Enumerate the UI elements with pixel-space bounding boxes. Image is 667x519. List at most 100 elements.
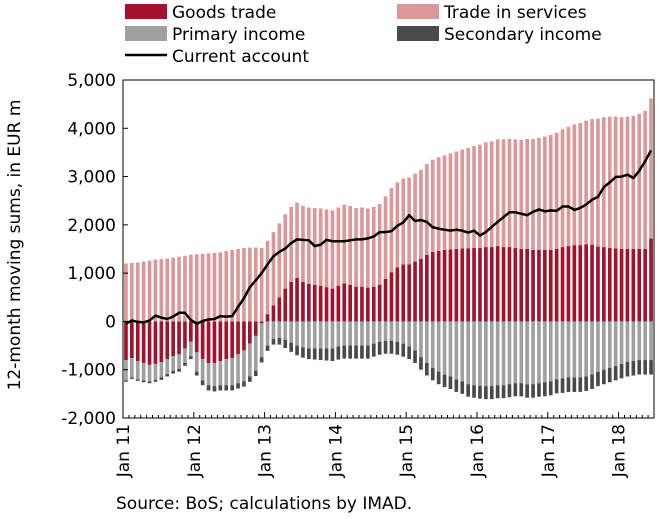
bar-goods-trade-65	[507, 247, 512, 322]
bar-secondary-income-16	[218, 385, 223, 391]
bar-goods-trade-72	[548, 249, 553, 322]
bar-goods-trade-67	[519, 249, 524, 322]
bar-secondary-income-47	[401, 343, 406, 357]
bar-goods-trade-52	[430, 251, 435, 322]
bar-primary-income-8	[171, 356, 175, 371]
bar-primary-income-31	[307, 321, 311, 349]
bar-primary-income-2	[135, 361, 140, 380]
legend-swatch-secondary-income	[397, 26, 439, 41]
legend-label-goods-trade: Goods trade	[172, 3, 276, 23]
bar-primary-income-64	[501, 321, 506, 386]
bar-goods-trade-51	[425, 254, 429, 322]
bar-trade-in-services-69	[531, 138, 535, 250]
bar-goods-trade-16	[218, 321, 223, 362]
bar-goods-trade-38	[348, 284, 352, 322]
bar-secondary-income-38	[348, 345, 352, 359]
bar-trade-in-services-64	[501, 139, 506, 248]
bar-trade-in-services-20	[242, 248, 246, 322]
bar-trade-in-services-8	[171, 257, 175, 322]
bar-primary-income-57	[460, 321, 465, 382]
bar-secondary-income-89	[649, 360, 653, 375]
bar-primary-income-77	[578, 321, 583, 378]
bar-secondary-income-24	[265, 345, 270, 351]
bar-secondary-income-32	[312, 348, 317, 360]
bar-primary-income-48	[407, 321, 411, 347]
bar-secondary-income-87	[637, 360, 642, 375]
bar-secondary-income-9	[177, 368, 181, 372]
bar-primary-income-17	[224, 359, 229, 386]
bar-secondary-income-7	[165, 374, 170, 377]
bar-secondary-income-11	[189, 356, 193, 360]
bar-secondary-income-36	[336, 346, 341, 360]
bar-trade-in-services-48	[407, 177, 411, 265]
bar-primary-income-79	[590, 321, 594, 375]
bar-primary-income-49	[413, 321, 417, 351]
bar-primary-income-67	[519, 321, 524, 384]
legend-swatch-trade-in-services	[397, 4, 439, 19]
legend-label-secondary-income: Secondary income	[444, 25, 602, 45]
bar-goods-trade-73	[554, 249, 559, 322]
bar-trade-in-services-41	[366, 208, 370, 288]
bar-trade-in-services-54	[442, 155, 447, 250]
bar-trade-in-services-42	[371, 206, 376, 287]
bar-goods-trade-57	[460, 248, 465, 322]
bar-secondary-income-88	[643, 360, 647, 375]
bar-secondary-income-76	[572, 377, 577, 392]
bar-secondary-income-58	[466, 384, 470, 397]
bar-primary-income-9	[177, 354, 181, 369]
bar-primary-income-14	[206, 362, 211, 386]
bar-trade-in-services-68	[525, 138, 529, 249]
bar-goods-trade-79	[590, 244, 594, 322]
bar-trade-in-services-40	[360, 207, 364, 287]
bar-trade-in-services-18	[230, 249, 234, 322]
x-tick-label: Jan 12	[185, 424, 205, 478]
bar-goods-trade-31	[307, 283, 311, 322]
bar-goods-trade-40	[360, 286, 364, 322]
legend-swatch-goods-trade	[125, 4, 167, 19]
bar-goods-trade-24	[265, 314, 270, 322]
bar-goods-trade-33	[318, 285, 323, 322]
bar-goods-trade-26	[277, 297, 282, 322]
bar-primary-income-27	[283, 321, 288, 340]
bar-goods-trade-28	[289, 281, 293, 322]
bar-goods-trade-87	[637, 249, 642, 322]
bar-trade-in-services-31	[307, 207, 311, 284]
bar-secondary-income-51	[425, 362, 429, 376]
y-tick-label: -2,000	[61, 409, 116, 429]
bar-primary-income-54	[442, 321, 447, 375]
line-layer	[125, 149, 653, 326]
bar-secondary-income-41	[366, 345, 370, 359]
bar-secondary-income-14	[206, 385, 211, 391]
bar-primary-income-42	[371, 321, 376, 344]
bar-trade-in-services-5	[153, 259, 158, 322]
y-tick-label: 1,000	[67, 264, 116, 284]
bar-goods-trade-85	[625, 249, 630, 322]
bar-goods-trade-3	[141, 321, 146, 363]
bar-secondary-income-2	[135, 379, 140, 381]
bar-trade-in-services-30	[301, 206, 305, 282]
bar-goods-trade-37	[342, 283, 347, 322]
bar-goods-trade-20	[242, 321, 246, 351]
bar-goods-trade-69	[531, 249, 535, 322]
bar-secondary-income-21	[248, 376, 252, 382]
bar-trade-in-services-74	[560, 129, 565, 248]
bar-secondary-income-22	[253, 370, 258, 376]
bar-goods-trade-86	[631, 249, 636, 322]
bar-secondary-income-6	[159, 377, 164, 380]
bar-secondary-income-54	[442, 374, 447, 388]
bar-goods-trade-6	[159, 321, 164, 362]
bar-goods-trade-10	[183, 321, 187, 349]
bar-primary-income-58	[466, 321, 470, 385]
bar-secondary-income-33	[318, 348, 323, 361]
bar-goods-trade-83	[613, 248, 618, 322]
bar-goods-trade-44	[383, 278, 388, 322]
bar-goods-trade-42	[371, 286, 376, 322]
bar-goods-trade-34	[324, 287, 329, 322]
bar-goods-trade-64	[501, 247, 506, 322]
bar-secondary-income-71	[543, 382, 547, 397]
bar-primary-income-21	[248, 343, 252, 377]
bar-trade-in-services-12	[194, 254, 199, 322]
bar-goods-trade-82	[607, 248, 612, 322]
bar-trade-in-services-59	[472, 146, 476, 249]
bar-secondary-income-34	[324, 348, 329, 361]
